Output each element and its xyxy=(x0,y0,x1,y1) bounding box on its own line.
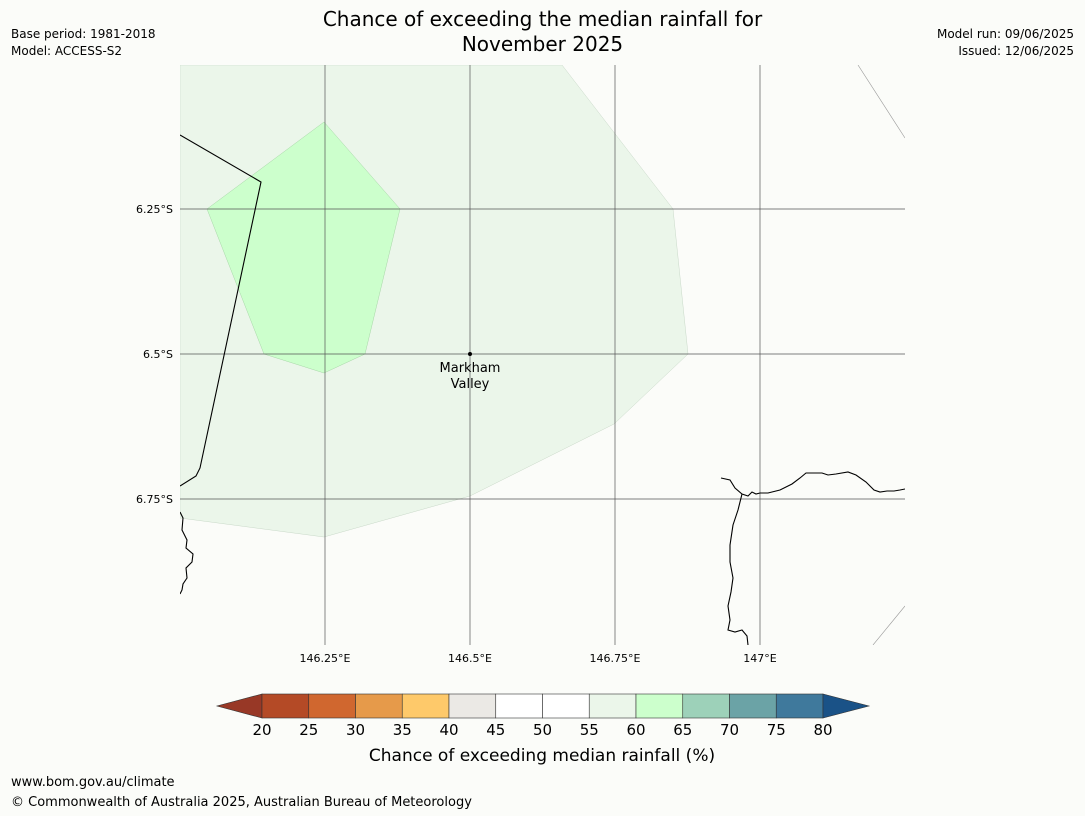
colorbar-tick-75: 75 xyxy=(767,721,786,739)
colorbar-bin-20-25 xyxy=(261,693,310,719)
colorbar-tick-30: 30 xyxy=(346,721,365,739)
border-line xyxy=(180,134,262,487)
colorbar-bin-65-70 xyxy=(682,693,730,719)
colorbar-tick-65: 65 xyxy=(673,721,692,739)
coastline-ne-fragment xyxy=(857,65,905,139)
colorbar-bin-55-60 xyxy=(588,693,637,719)
issued-text: Issued: 12/06/2025 xyxy=(958,44,1074,58)
colorbar-tick-70: 70 xyxy=(720,721,739,739)
colorbar-extend-low xyxy=(215,693,263,719)
colorbar-tick-50: 50 xyxy=(533,721,552,739)
model-run-text: Model run: 09/06/2025 xyxy=(936,27,1074,41)
coastline-se-fragment xyxy=(872,605,905,645)
colorbar-tick-55: 55 xyxy=(580,721,599,739)
header-meta-left: Base period: 1981-2018 Model: ACCESS-S2 xyxy=(11,26,156,60)
colorbar-tick-35: 35 xyxy=(393,721,412,739)
lat-label-6-5: 6.5°S xyxy=(143,348,173,361)
title-line-1: Chance of exceeding the median rainfall … xyxy=(322,7,763,31)
colorbar-bin-30-35 xyxy=(355,693,403,719)
colorbar-bin-35-40 xyxy=(401,693,450,719)
coastline-east xyxy=(720,471,905,497)
colorbar-bin-40-45 xyxy=(448,693,497,719)
colorbar-tick-80: 80 xyxy=(813,721,832,739)
coastline-peninsula xyxy=(727,493,749,645)
rainfall-map: Markham Valley 6.25°S 6.5°S 6.75°S 146.2… xyxy=(136,65,905,665)
colorbar-bin-45-50 xyxy=(495,693,543,719)
title-line-2: November 2025 xyxy=(461,32,624,56)
lat-label-6-75: 6.75°S xyxy=(136,493,173,506)
base-period-text: Base period: 1981-2018 xyxy=(11,27,156,41)
header-meta-right: Model run: 09/06/2025 Issued: 12/06/2025 xyxy=(937,26,1074,60)
colorbar-tick-40: 40 xyxy=(439,721,458,739)
footer-url: www.bom.gov.au/climate xyxy=(11,775,175,790)
colorbar-bin-25-30 xyxy=(308,693,356,719)
colorbar-bin-75-80 xyxy=(775,693,824,719)
lon-label-146-25: 146.25°E xyxy=(300,652,351,665)
lon-label-146-5: 146.5°E xyxy=(448,652,492,665)
page-title: Chance of exceeding the median rainfall … xyxy=(0,7,1085,57)
colorbar-tick-20: 20 xyxy=(252,721,271,739)
model-text: Model: ACCESS-S2 xyxy=(11,44,123,58)
lat-label-6-25: 6.25°S xyxy=(136,203,173,216)
place-marker xyxy=(468,352,472,356)
place-label-line2: Valley xyxy=(451,377,490,392)
colorbar-bin-70-75 xyxy=(729,693,777,719)
footer-copyright: © Commonwealth of Australia 2025, Austra… xyxy=(11,795,472,810)
coastline-west xyxy=(180,511,194,595)
place-label-line1: Markham xyxy=(440,361,501,376)
colorbar-bin-60-65 xyxy=(635,693,684,719)
colorbar-bin-50-55 xyxy=(542,693,590,719)
lon-label-147: 147°E xyxy=(743,652,776,665)
colorbar-extend-high xyxy=(822,693,871,719)
colorbar-tick-25: 25 xyxy=(299,721,318,739)
colorbar-tick-60: 60 xyxy=(626,721,645,739)
colorbar-tick-45: 45 xyxy=(486,721,505,739)
colorbar-title: Chance of exceeding median rainfall (%) xyxy=(369,746,715,766)
lon-label-146-75: 146.75°E xyxy=(590,652,641,665)
